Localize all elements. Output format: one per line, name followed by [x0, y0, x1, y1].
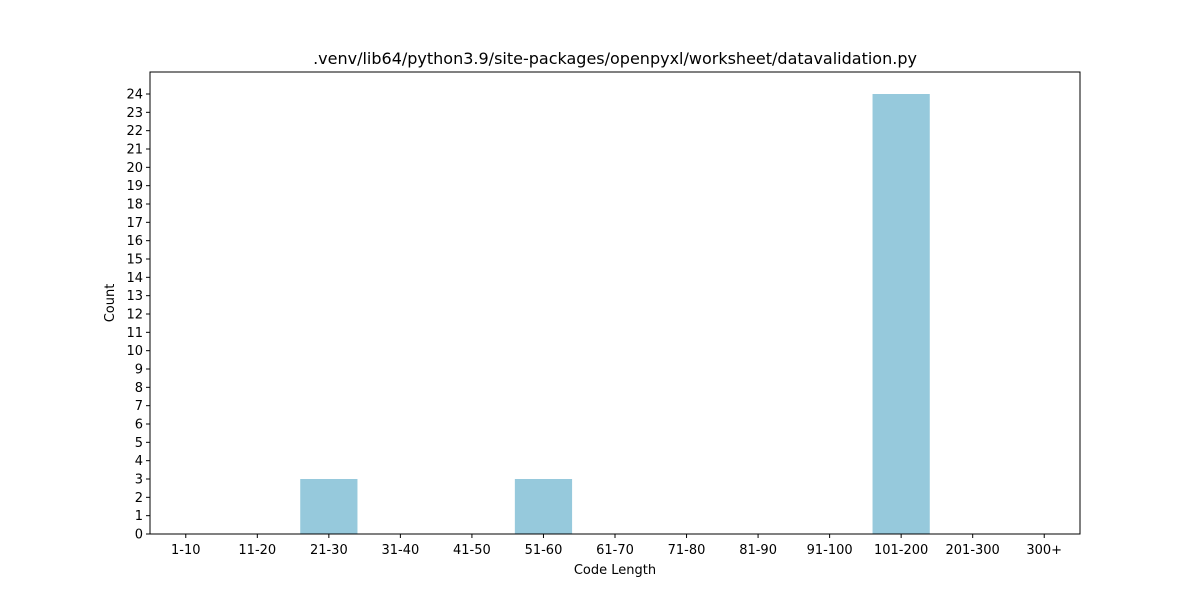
chart-title: .venv/lib64/python3.9/site-packages/open… — [313, 49, 917, 68]
y-tick-label: 10 — [126, 344, 143, 359]
x-axis-title: Code Length — [574, 563, 656, 578]
x-tick-label: 31-40 — [381, 543, 419, 558]
y-tick-label: 5 — [135, 436, 143, 451]
y-tick-label: 0 — [135, 528, 143, 543]
x-tick-label: 91-100 — [807, 543, 853, 558]
bar-51-60 — [514, 479, 573, 534]
y-tick-label: 13 — [126, 289, 143, 304]
y-tick-label: 21 — [126, 143, 143, 158]
x-tick-label: 51-60 — [525, 543, 563, 558]
x-tick-label: 41-50 — [453, 543, 491, 558]
y-tick-label: 15 — [126, 253, 143, 268]
y-tick-label: 11 — [126, 326, 143, 341]
y-tick-label: 12 — [126, 308, 143, 323]
y-tick-label: 16 — [126, 234, 143, 249]
y-tick-label: 3 — [135, 473, 143, 488]
y-tick-label: 24 — [126, 88, 143, 103]
y-tick-label: 9 — [135, 363, 143, 378]
bar-101-200 — [872, 94, 930, 534]
bars-layer — [300, 94, 930, 534]
x-tick-label: 201-300 — [946, 543, 1000, 558]
y-tick-label: 6 — [135, 418, 143, 433]
y-tick-label: 18 — [126, 198, 143, 213]
x-tick-label: 71-80 — [668, 543, 706, 558]
x-axis: 1-10 11-20 21-30 31-40 41-50 51-60 61-70 71-80 8… — [171, 534, 1062, 558]
x-tick-label: 11-20 — [238, 543, 276, 558]
plot-frame — [149, 71, 1081, 535]
x-tick-label: 21-30 — [310, 543, 348, 558]
x-tick-label: 101-200 — [874, 543, 928, 558]
y-tick-label: 19 — [126, 179, 143, 194]
y-tick-label: 7 — [135, 399, 143, 414]
x-tick-label: 81-90 — [739, 543, 777, 558]
y-tick-label: 17 — [126, 216, 143, 231]
y-tick-label: 4 — [135, 454, 143, 469]
y-tick-label: 1 — [135, 509, 143, 524]
y-tick-label: 8 — [135, 381, 143, 396]
bar-21-30 — [300, 479, 358, 534]
y-tick-label: 2 — [135, 491, 143, 506]
x-tick-label: 61-70 — [596, 543, 634, 558]
y-tick-label: 14 — [126, 271, 143, 286]
x-tick-label: 300+ — [1026, 543, 1062, 558]
x-tick-label: 1-10 — [171, 543, 201, 558]
y-tick-label: 20 — [126, 161, 143, 176]
y-tick-label: 23 — [126, 106, 143, 121]
y-axis-title: Count — [103, 284, 118, 323]
y-tick-label: 22 — [126, 124, 143, 139]
